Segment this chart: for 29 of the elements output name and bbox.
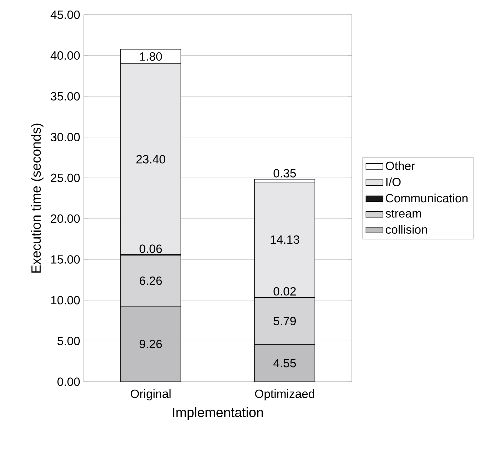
- y-tick-label: 25.00: [51, 174, 80, 182]
- data-label: 23.40: [136, 155, 166, 164]
- data-label: 0.35: [274, 169, 296, 178]
- data-label: 6.26: [140, 276, 162, 286]
- y-axis-title: Execution time (seconds): [31, 124, 44, 273]
- legend-label: I/O: [386, 178, 401, 187]
- y-tick-label: 45.00: [50, 10, 80, 20]
- data-label: 5.79: [274, 317, 296, 326]
- data-label: 0.06: [140, 244, 162, 254]
- y-tick-label: 35.00: [51, 92, 80, 101]
- y-tick-label: 10.00: [51, 296, 80, 305]
- legend-label: Other: [386, 162, 416, 170]
- data-label: 1.80: [140, 52, 162, 61]
- legend-label: collision: [386, 225, 428, 234]
- y-tick-label: 15.00: [51, 255, 80, 264]
- y-tick-label: 0.00: [58, 378, 80, 386]
- data-label: 9.26: [140, 340, 162, 348]
- x-tick-label: Original: [130, 390, 171, 401]
- x-tick-label: Optimizaed: [255, 390, 314, 401]
- legend-label: stream: [386, 210, 422, 218]
- y-tick-label: 40.00: [50, 52, 80, 60]
- y-tick-label: 5.00: [58, 336, 80, 346]
- data-label: 14.13: [270, 236, 300, 244]
- data-label: 0.02: [274, 287, 296, 296]
- y-tick-label: 30.00: [51, 133, 80, 142]
- y-tick-label: 20.00: [51, 214, 80, 224]
- legend-label: Communication: [386, 194, 468, 203]
- x-axis-title: Implementation: [173, 408, 264, 420]
- data-label: 4.55: [274, 359, 296, 368]
